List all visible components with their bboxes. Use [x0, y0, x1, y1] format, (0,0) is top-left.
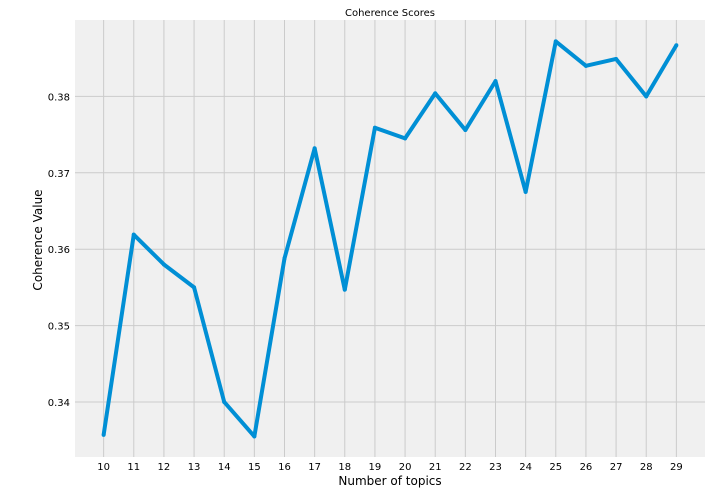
x-tick-label: 16 [278, 462, 291, 473]
x-tick-label: 27 [610, 462, 623, 473]
x-tick-label: 20 [399, 462, 412, 473]
series-layer [101, 39, 679, 439]
data-point [161, 262, 166, 267]
x-tick-label: 25 [549, 462, 562, 473]
data-point [493, 79, 498, 84]
y-axis-label: Coherence Value [31, 189, 45, 290]
y-tick-label: 0.38 [48, 92, 70, 103]
data-point [463, 128, 468, 133]
x-tick-label: 17 [308, 462, 321, 473]
x-tick-label: 21 [429, 462, 442, 473]
x-tick-label: 24 [519, 462, 532, 473]
data-point [252, 434, 257, 439]
x-tick-label: 10 [97, 462, 110, 473]
y-tick-label: 0.35 [48, 322, 70, 333]
x-tick-label: 26 [580, 462, 593, 473]
chart-title: Coherence Scores [345, 8, 435, 19]
plot-area [75, 20, 705, 457]
data-point [282, 256, 287, 261]
y-tick-labels: 0.34 0.35 0.36 0.37 0.38 [48, 92, 70, 409]
x-tick-label: 13 [188, 462, 201, 473]
x-tick-label: 14 [218, 462, 231, 473]
data-point [583, 63, 588, 68]
x-tick-labels: 10 11 12 13 14 15 16 17 18 19 20 21 22 23 24 25 26 27 28 29 [97, 462, 682, 473]
x-axis-label: Number of topics [338, 474, 441, 488]
data-point [342, 287, 347, 292]
data-point [523, 189, 528, 194]
x-tick-label: 23 [489, 462, 502, 473]
data-point [403, 136, 408, 141]
y-tick-label: 0.34 [48, 398, 70, 409]
x-tick-label: 15 [248, 462, 261, 473]
data-point [433, 91, 438, 96]
data-point [131, 232, 136, 237]
x-tick-label: 11 [127, 462, 140, 473]
x-tick-label: 29 [670, 462, 683, 473]
x-tick-label: 19 [369, 462, 382, 473]
x-tick-label: 22 [459, 462, 472, 473]
data-point [614, 56, 619, 61]
data-point [644, 94, 649, 99]
data-point [312, 146, 317, 151]
data-point [222, 399, 227, 404]
x-tick-label: 28 [640, 462, 653, 473]
y-tick-label: 0.36 [48, 245, 70, 256]
data-point [674, 43, 679, 48]
data-point [553, 39, 558, 44]
data-point [101, 432, 106, 437]
x-tick-label: 18 [338, 462, 351, 473]
data-point [372, 125, 377, 130]
data-point [192, 285, 197, 290]
x-tick-label: 12 [158, 462, 171, 473]
y-tick-label: 0.37 [48, 169, 70, 180]
series-line [101, 39, 679, 439]
